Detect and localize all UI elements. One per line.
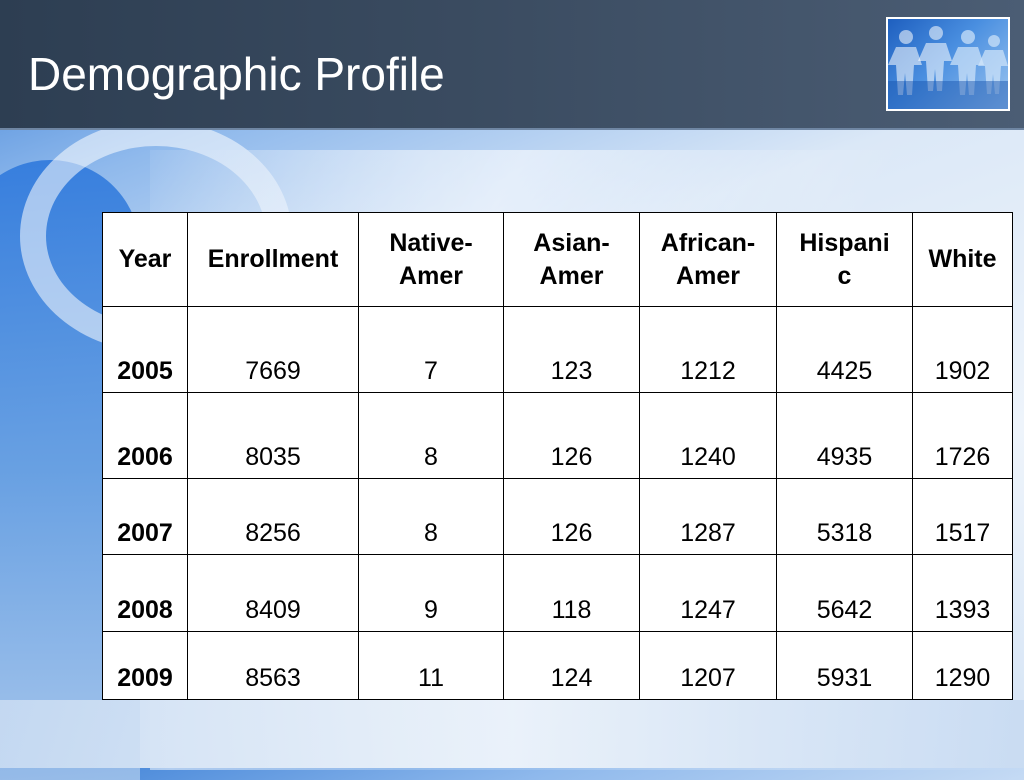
table-cell: 126	[503, 478, 640, 555]
table-cell: 8	[358, 392, 504, 479]
table-cell: 1393	[912, 554, 1013, 632]
demographics-table: Year Enrollment Native- Amer Asian- Amer…	[102, 212, 1013, 700]
table-cell: 1212	[639, 306, 777, 393]
table-header-row: Year Enrollment Native- Amer Asian- Amer…	[102, 212, 1013, 307]
table-cell: 1290	[912, 631, 1013, 700]
table-cell: 8	[358, 478, 504, 555]
table-cell: 124	[503, 631, 640, 700]
column-header: Enrollment	[187, 212, 359, 307]
title-bar: Demographic Profile	[0, 0, 1024, 130]
column-header: African- Amer	[639, 212, 777, 307]
table-cell: 1287	[639, 478, 777, 555]
column-header: Hispani c	[776, 212, 913, 307]
table-cell: 4425	[776, 306, 913, 393]
column-header-label: Asian- Amer	[533, 228, 610, 290]
table-cell-year: 2008	[102, 554, 188, 632]
table-cell: 1240	[639, 392, 777, 479]
table-cell: 118	[503, 554, 640, 632]
column-header-label: Native- Amer	[389, 228, 473, 290]
table-cell-year: 2005	[102, 306, 188, 393]
table-cell: 7	[358, 306, 504, 393]
background-bottom-band	[0, 700, 1024, 768]
column-header: Native- Amer	[358, 212, 504, 307]
table-cell: 11	[358, 631, 504, 700]
slide-title: Demographic Profile	[28, 48, 445, 100]
column-header: Year	[102, 212, 188, 307]
table-cell: 1207	[639, 631, 777, 700]
table-cell-year: 2006	[102, 392, 188, 479]
table-cell: 8256	[187, 478, 359, 555]
column-header-label: White	[928, 245, 997, 273]
table-row: 2009 8563 11 124 1207 5931 1290	[102, 631, 1013, 700]
column-header-label: Year	[118, 245, 172, 273]
table-cell: 1726	[912, 392, 1013, 479]
column-header-label: Enrollment	[207, 245, 339, 273]
table-cell: 8563	[187, 631, 359, 700]
table-cell: 9	[358, 554, 504, 632]
table-row: 2006 8035 8 126 1240 4935 1726	[102, 392, 1013, 479]
table-cell: 4935	[776, 392, 913, 479]
table-row: 2005 7669 7 123 1212 4425 1902	[102, 306, 1013, 393]
column-header: White	[912, 212, 1013, 307]
table-row: 2008 8409 9 118 1247 5642 1393	[102, 554, 1013, 632]
table-cell: 8409	[187, 554, 359, 632]
table-cell: 5931	[776, 631, 913, 700]
table-row: 2007 8256 8 126 1287 5318 1517	[102, 478, 1013, 555]
table-cell: 1247	[639, 554, 777, 632]
demographics-table-container: Year Enrollment Native- Amer Asian- Amer…	[102, 212, 1013, 700]
table-cell: 5642	[776, 554, 913, 632]
paper-people-chain-icon	[886, 17, 1010, 111]
table-cell: 123	[503, 306, 640, 393]
table-cell-year: 2007	[102, 478, 188, 555]
table-cell: 1517	[912, 478, 1013, 555]
column-header: Asian- Amer	[503, 212, 640, 307]
table-cell-year: 2009	[102, 631, 188, 700]
table-cell: 7669	[187, 306, 359, 393]
table-cell: 1902	[912, 306, 1013, 393]
column-header-label: African- Amer	[660, 228, 756, 290]
table-cell: 8035	[187, 392, 359, 479]
column-header-label: Hispani c	[799, 228, 890, 290]
table-cell: 5318	[776, 478, 913, 555]
table-cell: 126	[503, 392, 640, 479]
